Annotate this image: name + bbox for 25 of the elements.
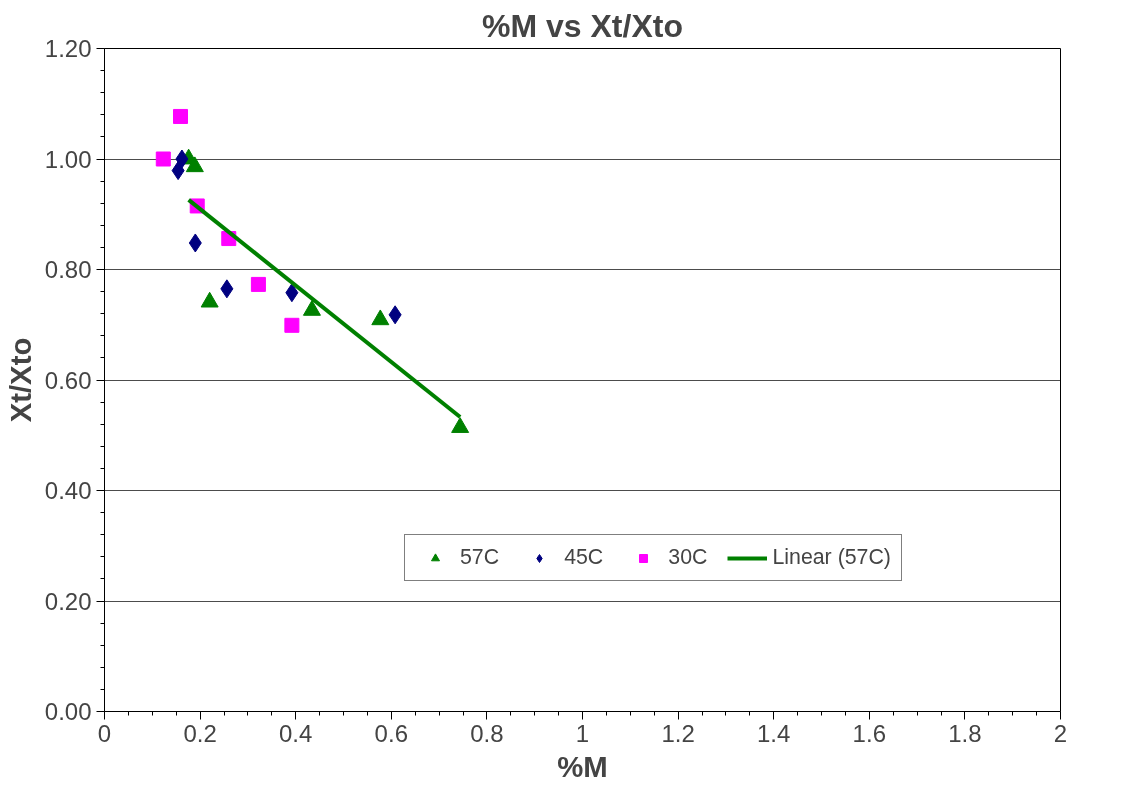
y-axis-title: Xt/Xto [3, 337, 37, 423]
legend-label: Linear (57C) [772, 545, 891, 570]
x-tick-label: 1 [575, 719, 590, 747]
x-tick-label: 1.8 [948, 719, 982, 747]
legend-label: 45C [564, 545, 604, 570]
x-tick-label: 2 [1053, 719, 1068, 747]
y-tick-label: 0.40 [44, 477, 92, 504]
x-tick-label: 1.6 [852, 719, 886, 747]
x-tick-label: 0.6 [374, 719, 408, 747]
x-tick-label: 0.8 [470, 719, 504, 747]
y-tick-label: 0.00 [44, 698, 92, 725]
x-tick-label: 0.4 [279, 719, 313, 747]
y-tick-label: 0.80 [44, 256, 92, 283]
y-tick-label: 1.00 [44, 145, 92, 173]
legend-label: 30C [668, 545, 708, 570]
legend-label: 57C [460, 545, 500, 570]
x-tick-label: 0 [97, 719, 112, 747]
y-tick-label: 0.20 [44, 587, 92, 615]
y-tick-label: 0.60 [44, 366, 92, 394]
y-tick-label: 1.20 [44, 35, 92, 62]
x-tick-label: 1.4 [757, 719, 791, 747]
x-tick-label: 0.2 [183, 719, 217, 747]
x-axis-title: %M [557, 749, 608, 783]
chart-title: %M vs Xt/Xto [482, 7, 683, 44]
x-tick-label: 1.2 [661, 719, 695, 747]
